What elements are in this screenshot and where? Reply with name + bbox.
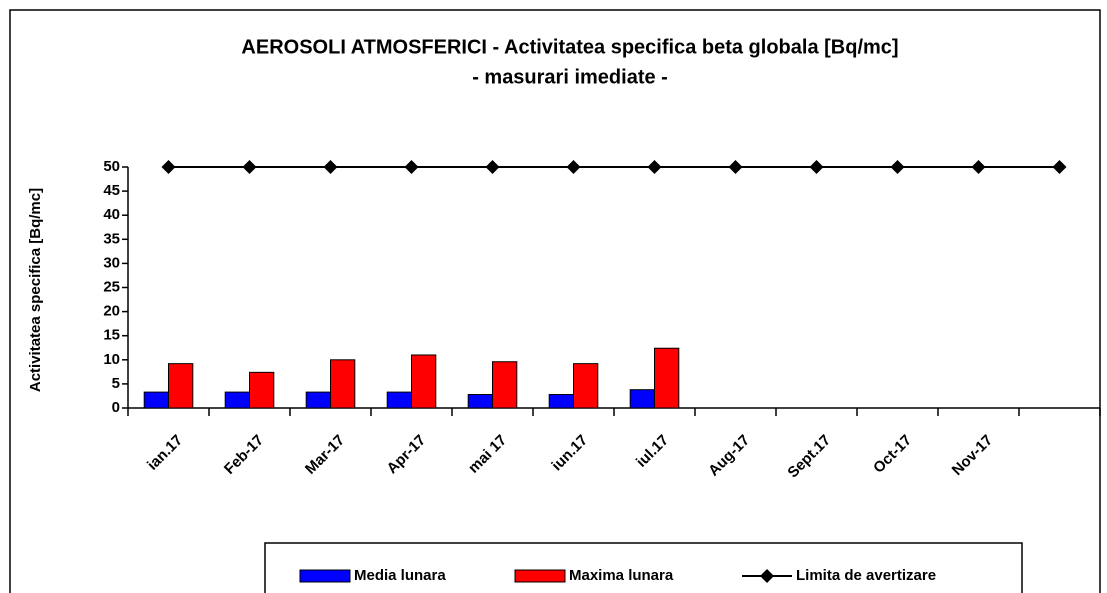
legend-label: Limita de avertizare <box>796 567 936 584</box>
line-marker <box>971 160 986 174</box>
line-marker <box>647 160 662 174</box>
bar <box>330 359 356 409</box>
y-tick-label: 5 <box>112 375 120 392</box>
y-tick-label: 15 <box>103 327 120 344</box>
y-tick-label: 40 <box>103 206 120 223</box>
bar <box>492 361 518 409</box>
chart-frame <box>9 9 1101 593</box>
y-axis-label: Activitatea specifica [Bq/mc] <box>27 188 44 392</box>
bar <box>467 394 494 409</box>
bar <box>168 363 194 409</box>
line-marker <box>890 160 905 174</box>
line-marker <box>485 160 500 174</box>
chart-subtitle: - masurari imediate - <box>472 66 668 88</box>
legend-box <box>264 542 1023 593</box>
bar <box>386 391 413 409</box>
y-tick-label: 35 <box>103 230 120 247</box>
chart-title: AEROSOLI ATMOSFERICI - Activitatea speci… <box>241 36 898 58</box>
bar <box>548 394 575 409</box>
legend-swatch <box>514 569 566 583</box>
y-tick-label: 0 <box>112 399 120 416</box>
y-tick-label: 25 <box>103 278 120 295</box>
bar <box>249 371 275 409</box>
legend-label: Maxima lunara <box>569 567 674 584</box>
bar <box>143 391 169 409</box>
line-marker <box>728 160 743 174</box>
legend-marker <box>760 569 774 583</box>
legend-label: Media lunara <box>354 567 446 584</box>
line-marker <box>809 160 824 174</box>
line-marker <box>1052 160 1067 174</box>
line-marker <box>566 160 581 174</box>
bar <box>573 363 599 409</box>
bar <box>411 354 437 409</box>
line-marker <box>404 160 419 174</box>
legend-swatch <box>299 569 351 583</box>
bar <box>305 391 332 409</box>
y-tick-label: 10 <box>103 351 120 368</box>
y-tick-label: 50 <box>103 158 120 175</box>
line-marker <box>161 160 176 174</box>
y-tick-label: 30 <box>103 254 120 271</box>
y-tick-label: 45 <box>103 182 120 199</box>
bar <box>629 389 656 409</box>
y-tick-label: 20 <box>103 303 120 320</box>
bar <box>224 391 250 409</box>
bar <box>654 347 680 409</box>
line-marker <box>242 160 257 174</box>
line-marker <box>323 160 338 174</box>
